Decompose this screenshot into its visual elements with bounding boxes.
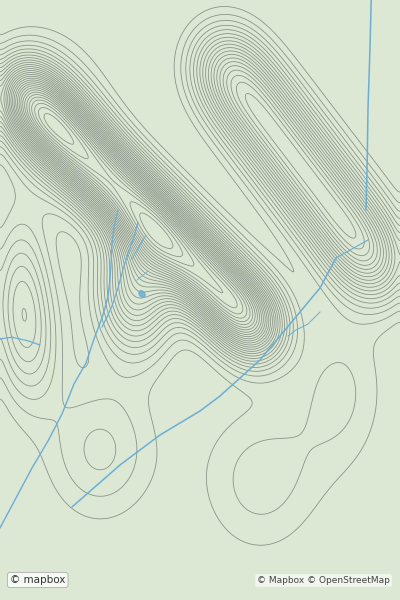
Text: © mapbox: © mapbox — [10, 575, 65, 585]
Text: © Mapbox © OpenStreetMap: © Mapbox © OpenStreetMap — [257, 576, 390, 585]
Ellipse shape — [139, 291, 145, 297]
